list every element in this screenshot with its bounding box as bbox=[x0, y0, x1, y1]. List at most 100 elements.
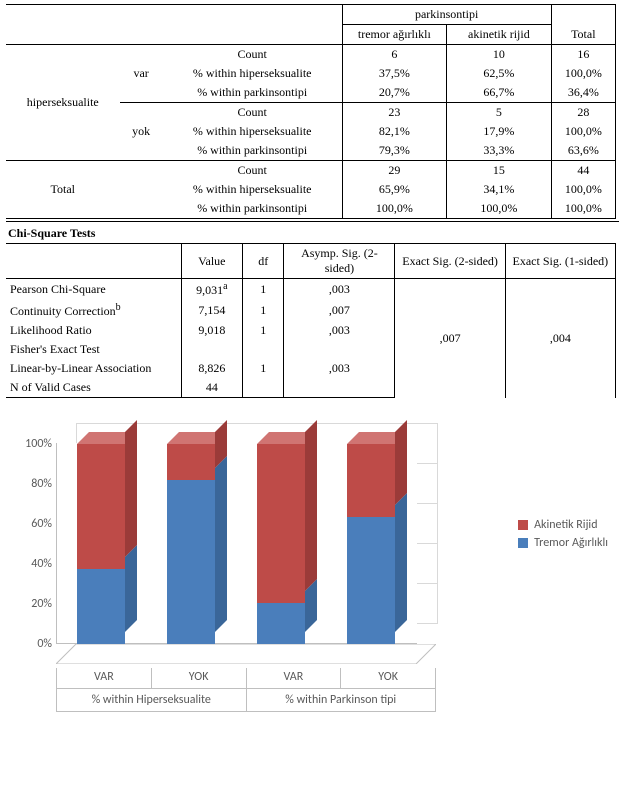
x-category-label: YOK bbox=[152, 668, 247, 689]
table-row: Total Count 29 15 44 bbox=[6, 161, 616, 181]
chi-row-label: Continuity Correctionb bbox=[6, 300, 181, 321]
cell: 23 bbox=[342, 103, 447, 123]
chi-row-label: Likelihood Ratio bbox=[6, 321, 181, 340]
measure-label: % within hiperseksualite bbox=[163, 64, 342, 83]
bar bbox=[347, 444, 395, 644]
legend-item: Tremor Ağırlıklı bbox=[518, 536, 608, 550]
y-axis: 0%20%40%60%80%100% bbox=[12, 434, 56, 644]
x-axis: VAR YOK VAR YOK % within Hiperseksualite… bbox=[56, 668, 436, 712]
x-groups: % within Hiperseksualite % within Parkin… bbox=[56, 689, 436, 712]
measure-label: Count bbox=[163, 103, 342, 123]
chi-asymp bbox=[284, 340, 395, 359]
chi-value: 8,826 bbox=[181, 359, 242, 378]
cell: 79,3% bbox=[342, 141, 447, 161]
x-category-label: YOK bbox=[341, 668, 436, 689]
measure-label: Count bbox=[163, 45, 342, 65]
measure-label: % within hiperseksualite bbox=[163, 122, 342, 141]
stacked-bar-chart: 0%20%40%60%80%100% Akinetik Rijid bbox=[6, 424, 604, 720]
chi-asymp bbox=[284, 378, 395, 398]
bar-segment-red bbox=[77, 444, 125, 569]
measure-label: % within parkinsontipi bbox=[163, 83, 342, 103]
chi-exact1: ,004 bbox=[505, 279, 615, 398]
y-tick-label: 40% bbox=[31, 557, 52, 571]
cell: 33,3% bbox=[447, 141, 552, 161]
y-tick-label: 0% bbox=[37, 637, 52, 651]
chi-row-label: Fisher's Exact Test bbox=[6, 340, 181, 359]
chi-df: 1 bbox=[243, 300, 284, 321]
page-root: parkinsontipi tremor ağırlıklı akinetik … bbox=[0, 0, 625, 730]
row-level: yok bbox=[120, 103, 163, 161]
x-category-label: VAR bbox=[247, 668, 342, 689]
legend-item: Akinetik Rijid bbox=[518, 518, 608, 532]
chi-df: 1 bbox=[243, 359, 284, 378]
chi-df bbox=[243, 378, 284, 398]
cell: 36,4% bbox=[551, 83, 615, 103]
chart-panel: 0%20%40%60%80%100% Akinetik Rijid bbox=[12, 434, 598, 664]
cell: 5 bbox=[447, 103, 552, 123]
cell: 100,0% bbox=[551, 122, 615, 141]
chi-asymp: ,003 bbox=[284, 359, 395, 378]
cell: 100,0% bbox=[551, 199, 615, 219]
gridline bbox=[77, 423, 437, 424]
chi-value: 9,018 bbox=[181, 321, 242, 340]
chi-value: 44 bbox=[181, 378, 242, 398]
bar-segment-blue bbox=[347, 517, 395, 644]
crosstab-table: parkinsontipi tremor ağırlıklı akinetik … bbox=[6, 4, 616, 219]
measure-label: Count bbox=[163, 161, 342, 181]
blank bbox=[551, 5, 615, 25]
blank bbox=[120, 161, 163, 219]
measure-label: % within hiperseksualite bbox=[163, 180, 342, 199]
total-row-label: Total bbox=[6, 161, 120, 219]
chi-sq-table: Value df Asymp. Sig. (2-sided) Exact Sig… bbox=[6, 243, 616, 398]
blank bbox=[163, 25, 342, 45]
blank bbox=[120, 5, 163, 25]
chi-asymp: ,007 bbox=[284, 300, 395, 321]
table-row: Pearson Chi-Square 9,031a 1 ,003 ,007 ,0… bbox=[6, 279, 616, 301]
bar-segment-red bbox=[167, 444, 215, 480]
table-row: hiperseksualite var Count 6 10 16 bbox=[6, 45, 616, 65]
x-category-label: VAR bbox=[57, 668, 152, 689]
chi-asymp: ,003 bbox=[284, 321, 395, 340]
chi-value bbox=[181, 340, 242, 359]
cell: 65,9% bbox=[342, 180, 447, 199]
cell: 63,6% bbox=[551, 141, 615, 161]
chi-header-row: Value df Asymp. Sig. (2-sided) Exact Sig… bbox=[6, 244, 616, 279]
blank bbox=[120, 25, 163, 45]
measure-label: % within parkinsontipi bbox=[163, 199, 342, 219]
row-var-label: hiperseksualite bbox=[6, 45, 120, 161]
cell: 6 bbox=[342, 45, 447, 65]
chi-asymp: ,003 bbox=[284, 279, 395, 301]
blank bbox=[6, 25, 120, 45]
chi-value: 9,031a bbox=[181, 279, 242, 301]
plot-area bbox=[56, 434, 436, 664]
chi-exact2: ,007 bbox=[395, 279, 505, 398]
chi-header bbox=[6, 244, 181, 279]
chi-sq-title: Chi-Square Tests bbox=[6, 221, 619, 243]
cell: 100,0% bbox=[551, 64, 615, 83]
col-header: akinetik rijid bbox=[447, 25, 552, 45]
cell: 34,1% bbox=[447, 180, 552, 199]
cell: 28 bbox=[551, 103, 615, 123]
col-header: tremor ağırlıklı bbox=[342, 25, 447, 45]
row-level: var bbox=[120, 45, 163, 103]
chi-value: 7,154 bbox=[181, 300, 242, 321]
cell: 82,1% bbox=[342, 122, 447, 141]
chi-header: Asymp. Sig. (2-sided) bbox=[284, 244, 395, 279]
cell: 66,7% bbox=[447, 83, 552, 103]
blank bbox=[6, 5, 120, 25]
chi-row-label: Pearson Chi-Square bbox=[6, 279, 181, 301]
chi-df bbox=[243, 340, 284, 359]
bar-segment-blue bbox=[167, 480, 215, 644]
legend-swatch-icon bbox=[518, 538, 528, 548]
x-categories: VAR YOK VAR YOK bbox=[56, 668, 436, 689]
measure-label: % within parkinsontipi bbox=[163, 141, 342, 161]
plot-floor bbox=[56, 644, 436, 664]
y-tick-label: 60% bbox=[31, 517, 52, 531]
chi-header: Exact Sig. (1-sided) bbox=[505, 244, 615, 279]
total-header: Total bbox=[551, 25, 615, 45]
chi-row-label: Linear-by-Linear Association bbox=[6, 359, 181, 378]
bar bbox=[167, 444, 215, 644]
cell: 29 bbox=[342, 161, 447, 181]
bar-segment-red bbox=[257, 444, 305, 603]
bar-segment-red bbox=[347, 444, 395, 517]
